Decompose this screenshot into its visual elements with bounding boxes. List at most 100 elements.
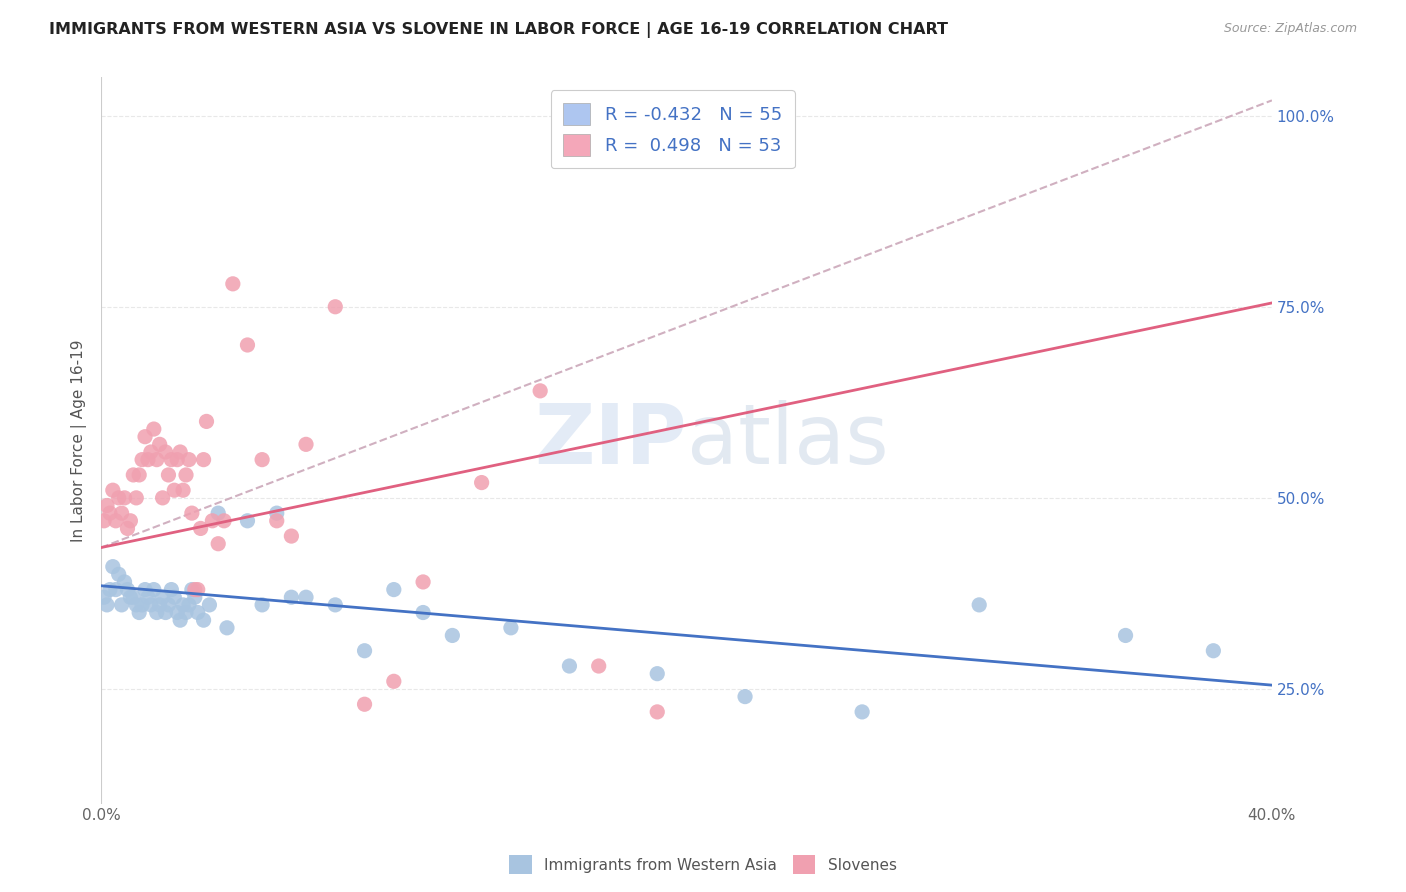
Point <box>198 598 221 612</box>
Point <box>117 582 139 597</box>
Point <box>250 452 273 467</box>
Point <box>134 430 156 444</box>
Point <box>169 445 191 459</box>
Point <box>180 582 202 597</box>
Text: IMMIGRANTS FROM WESTERN ASIA VS SLOVENE IN LABOR FORCE | AGE 16-19 CORRELATION C: IMMIGRANTS FROM WESTERN ASIA VS SLOVENE … <box>49 22 948 38</box>
Point <box>163 591 186 605</box>
Point <box>166 606 188 620</box>
Point <box>645 666 668 681</box>
Text: Source: ZipAtlas.com: Source: ZipAtlas.com <box>1223 22 1357 36</box>
Point <box>441 628 464 642</box>
Point <box>125 491 148 505</box>
Point <box>93 514 115 528</box>
Point <box>120 591 142 605</box>
Point <box>131 598 153 612</box>
Point <box>160 582 183 597</box>
Point <box>588 659 610 673</box>
Point <box>145 606 167 620</box>
Point <box>193 613 215 627</box>
Point <box>98 506 121 520</box>
Point <box>382 582 405 597</box>
Point <box>295 591 318 605</box>
Point <box>558 659 581 673</box>
Point <box>134 582 156 597</box>
Point <box>131 452 153 467</box>
Point <box>190 521 212 535</box>
Point <box>142 582 165 597</box>
Point <box>195 414 218 428</box>
Point <box>155 606 177 620</box>
Point <box>120 514 142 528</box>
Point <box>236 338 259 352</box>
Point <box>207 506 229 520</box>
Point <box>136 591 159 605</box>
Point <box>734 690 756 704</box>
Point <box>101 559 124 574</box>
Point <box>114 491 136 505</box>
Legend: R = -0.432   N = 55, R =  0.498   N = 53: R = -0.432 N = 55, R = 0.498 N = 53 <box>551 90 794 169</box>
Point <box>93 591 115 605</box>
Point <box>177 598 200 612</box>
Text: ZIP: ZIP <box>534 400 686 481</box>
Point <box>157 598 180 612</box>
Point <box>122 591 145 605</box>
Point <box>193 452 215 467</box>
Point <box>645 705 668 719</box>
Point <box>177 452 200 467</box>
Point <box>104 582 127 597</box>
Point <box>98 582 121 597</box>
Point <box>201 514 224 528</box>
Point <box>104 514 127 528</box>
Point <box>128 606 150 620</box>
Point <box>184 582 207 597</box>
Point <box>125 598 148 612</box>
Y-axis label: In Labor Force | Age 16-19: In Labor Force | Age 16-19 <box>72 339 87 541</box>
Point <box>236 514 259 528</box>
Point <box>107 567 129 582</box>
Point <box>187 582 209 597</box>
Point <box>128 467 150 482</box>
Point <box>353 698 375 712</box>
Point <box>157 467 180 482</box>
Point <box>529 384 551 398</box>
Point <box>101 483 124 498</box>
Point <box>280 591 302 605</box>
Point <box>1202 644 1225 658</box>
Point <box>207 537 229 551</box>
Point <box>152 591 174 605</box>
Point <box>323 598 346 612</box>
Point <box>295 437 318 451</box>
Point <box>169 613 191 627</box>
Point <box>149 598 172 612</box>
Point <box>96 598 118 612</box>
Point <box>412 574 434 589</box>
Point <box>139 445 162 459</box>
Point <box>215 621 238 635</box>
Point <box>250 598 273 612</box>
Point <box>172 483 194 498</box>
Point <box>222 277 245 291</box>
Point <box>139 598 162 612</box>
Point <box>122 467 145 482</box>
Point <box>967 598 990 612</box>
Point <box>136 452 159 467</box>
Point <box>353 644 375 658</box>
Point <box>184 591 207 605</box>
Point <box>145 452 167 467</box>
Point <box>166 452 188 467</box>
Point <box>851 705 873 719</box>
Point <box>266 506 288 520</box>
Point <box>471 475 494 490</box>
Point <box>212 514 235 528</box>
Point <box>96 499 118 513</box>
Legend: Immigrants from Western Asia, Slovenes: Immigrants from Western Asia, Slovenes <box>503 849 903 880</box>
Point <box>160 452 183 467</box>
Point <box>117 521 139 535</box>
Point <box>142 422 165 436</box>
Point <box>107 491 129 505</box>
Point <box>163 483 186 498</box>
Point <box>412 606 434 620</box>
Point <box>174 606 197 620</box>
Point <box>180 506 202 520</box>
Point <box>152 491 174 505</box>
